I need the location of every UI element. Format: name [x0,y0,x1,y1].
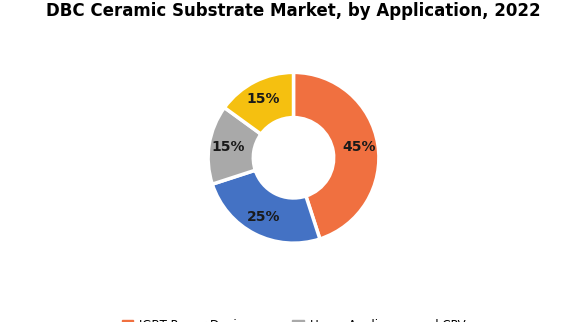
Title: DBC Ceramic Substrate Market, by Application, 2022: DBC Ceramic Substrate Market, by Applica… [46,2,541,20]
Wedge shape [294,72,379,239]
Wedge shape [224,72,294,134]
Text: 45%: 45% [342,140,376,155]
Text: 25%: 25% [247,210,280,224]
Legend: IGBT Power Device, Automotive, Home Appliances and CPV, Aerospace & Others: IGBT Power Device, Automotive, Home Appl… [117,314,470,322]
Wedge shape [212,170,320,243]
Text: 15%: 15% [247,92,280,106]
Wedge shape [208,108,261,184]
Text: 15%: 15% [211,140,245,155]
